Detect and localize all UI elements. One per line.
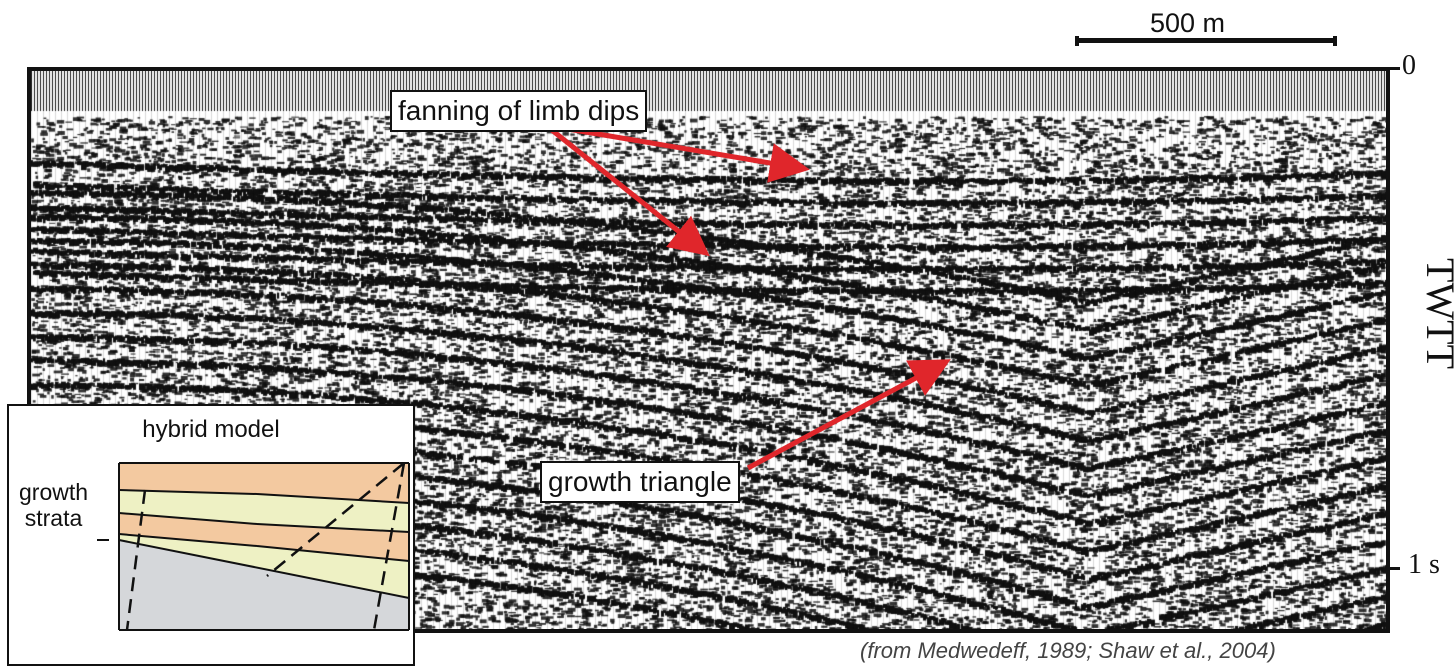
growth-strata-label-line1: growth [19, 479, 89, 505]
axis-label-bottom: 1 s [1408, 549, 1440, 580]
callout-fanning-of-limb-dips: fanning of limb dips [390, 90, 648, 132]
axis-tick-bottom [1390, 567, 1400, 570]
hybrid-model-inset: hybrid model growth strata [7, 404, 415, 666]
source-credit: (from Medwedeff, 1989; Shaw et al., 2004… [860, 638, 1276, 663]
scale-bar-label: 500 m [1150, 8, 1226, 38]
growth-strata-label-line2: strata [24, 505, 83, 531]
growth-strata-label: growth strata [19, 479, 88, 531]
axis-label-top: 0 [1402, 50, 1416, 81]
inset-title: hybrid model [142, 416, 280, 443]
layer-orange-top [119, 463, 409, 503]
axis-tick-top [1390, 67, 1400, 70]
hybrid-model-diagram [97, 462, 410, 631]
axis-title-twtt: TWTT [1418, 257, 1456, 370]
layer-yellow-1 [119, 490, 409, 532]
callout-growth-triangle: growth triangle [540, 461, 740, 503]
scale-bar [1075, 36, 1337, 46]
layer-yellow-2 [119, 534, 409, 598]
layer-basement [119, 540, 409, 630]
layer-orange-2 [119, 513, 409, 561]
